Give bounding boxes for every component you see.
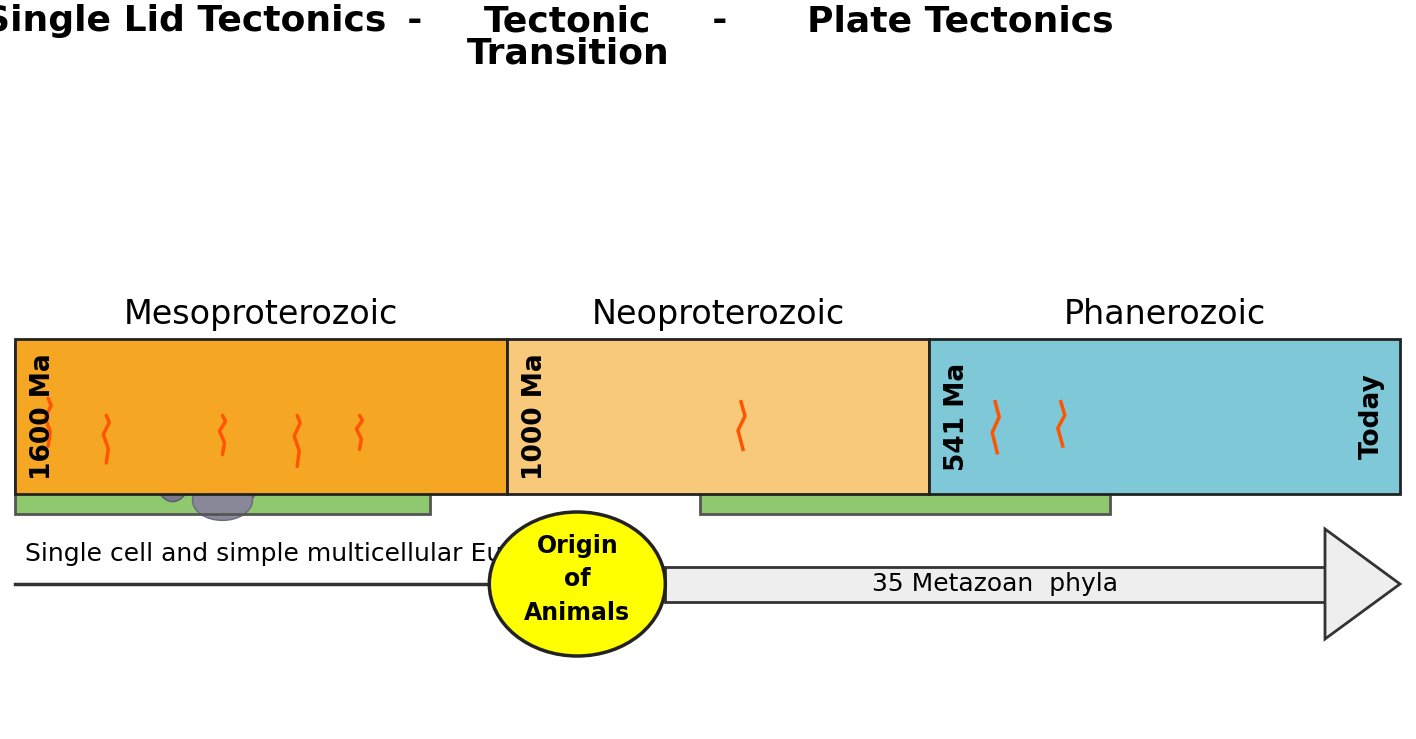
Bar (16, 470, 430, 490)
Ellipse shape (490, 512, 666, 656)
Polygon shape (731, 361, 750, 398)
Bar (700, 490, 1110, 514)
Polygon shape (1051, 361, 1070, 398)
Ellipse shape (937, 358, 954, 372)
Ellipse shape (733, 349, 752, 363)
Bar (700, 395, 855, 402)
Ellipse shape (350, 347, 370, 362)
Ellipse shape (977, 348, 997, 364)
Bar (700, 344, 1110, 398)
Bar (16, 344, 430, 514)
Polygon shape (95, 359, 119, 395)
Text: 1000 Ma: 1000 Ma (521, 353, 548, 480)
Bar (700, 344, 1110, 514)
Text: Phanerozoic: Phanerozoic (1063, 298, 1266, 331)
Text: Single cell and simple multicellular Eukaryotes: Single cell and simple multicellular Euk… (25, 542, 610, 566)
Polygon shape (285, 359, 309, 395)
Polygon shape (347, 359, 371, 395)
Text: -: - (687, 4, 753, 38)
Polygon shape (1325, 529, 1400, 639)
Polygon shape (986, 361, 1005, 398)
Ellipse shape (1054, 349, 1072, 363)
Bar (666, 567, 1325, 602)
Ellipse shape (96, 347, 116, 362)
Text: Today: Today (1359, 373, 1385, 460)
Text: Tectonic: Tectonic (484, 4, 651, 38)
Bar (700, 344, 1110, 514)
Polygon shape (708, 403, 905, 480)
Ellipse shape (156, 452, 190, 502)
Bar (16, 449, 430, 470)
Text: Transition: Transition (467, 36, 670, 70)
Ellipse shape (988, 349, 1007, 363)
Polygon shape (211, 359, 235, 395)
Polygon shape (823, 409, 933, 480)
Text: Mesoproterozoic: Mesoproterozoic (123, 298, 398, 331)
Ellipse shape (954, 351, 978, 371)
Bar (700, 398, 885, 412)
Text: Single Lid Tectonics: Single Lid Tectonics (0, 4, 387, 38)
Text: 541 Ma: 541 Ma (944, 362, 970, 471)
Polygon shape (37, 359, 61, 395)
Bar (700, 470, 1110, 490)
Bar (16, 490, 430, 514)
Bar (16, 395, 430, 415)
Text: Neoproterozoic: Neoproterozoic (592, 298, 844, 331)
Ellipse shape (287, 347, 307, 362)
Ellipse shape (229, 463, 258, 503)
Bar (700, 412, 1110, 446)
Ellipse shape (193, 480, 252, 520)
Bar (16, 415, 430, 449)
Bar (507, 339, 929, 494)
Bar (700, 446, 1110, 470)
Bar (16, 344, 430, 514)
Text: 35 Metazoan  phyla: 35 Metazoan phyla (872, 572, 1119, 596)
Ellipse shape (212, 347, 232, 362)
Text: Origin
of
Animals: Origin of Animals (524, 534, 630, 624)
Bar (16, 339, 507, 494)
Ellipse shape (38, 347, 58, 362)
Text: Plate Tectonics: Plate Tectonics (807, 4, 1113, 38)
Text: -: - (382, 4, 447, 38)
Text: 1600 Ma: 1600 Ma (30, 353, 57, 480)
Bar (929, 339, 1400, 494)
Bar (16, 344, 430, 395)
